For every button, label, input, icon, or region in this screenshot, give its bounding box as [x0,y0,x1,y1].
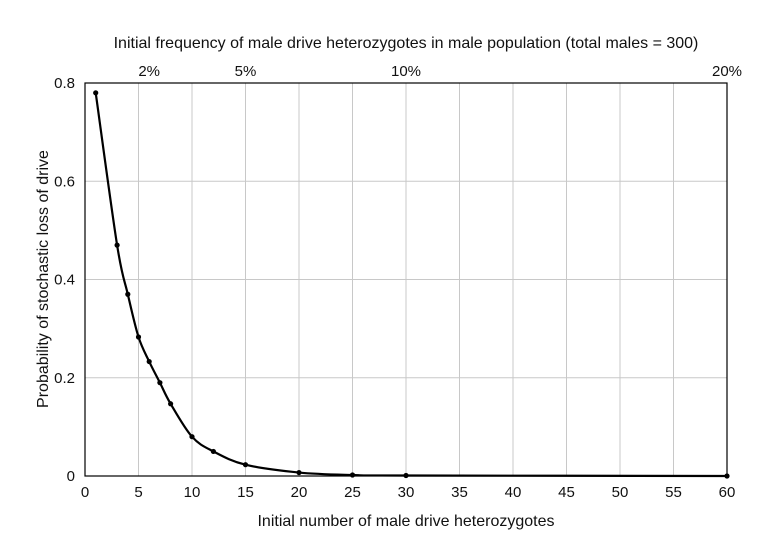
x-tick-label: 45 [558,484,575,501]
y-tick-label: 0.8 [54,75,75,92]
x-tick-label: 30 [398,484,415,501]
data-point [189,434,195,440]
y-tick-label: 0.6 [54,173,75,190]
plot-frame [84,82,728,477]
series-line [94,92,728,478]
y-tick-label: 0.2 [54,370,75,387]
x-tick-label: 5 [134,484,142,501]
top-tick-labels: 2% 5% 10% 20% [138,63,742,80]
data-point [157,380,163,386]
x-tick-label: 20 [291,484,308,501]
x-tick-label: 40 [505,484,522,501]
top-tick-label: 10% [391,63,421,80]
data-point [93,90,99,96]
x-axis-title: Initial number of male drive heterozygot… [257,513,554,530]
top-tick-label: 20% [712,63,742,80]
x-tick-label: 35 [451,484,468,501]
top-tick-label: 2% [138,63,160,80]
data-point [135,334,142,340]
x-tick-label: 10 [184,484,201,501]
top-axis-title: Initial frequency of male drive heterozy… [114,35,699,52]
y-tick-label: 0 [67,468,75,485]
data-point [210,448,216,455]
data-series [94,92,728,478]
x-tick-label: 55 [665,484,682,501]
x-tick-label: 0 [81,484,89,501]
y-axis-title: Probability of stochastic loss of drive [35,150,52,408]
y-tick-labels: 0 0.2 0.4 0.6 0.8 [54,75,75,485]
data-point [146,358,152,365]
data-point [168,401,174,407]
grid-lines [85,83,727,476]
x-tick-label: 50 [612,484,629,501]
data-point [242,462,249,468]
x-tick-label: 60 [719,484,736,501]
x-tick-labels: 0 5 10 15 20 25 30 35 40 45 50 55 60 [81,484,736,501]
x-tick-label: 25 [344,484,361,501]
data-points [93,90,730,479]
data-point [296,469,302,476]
data-point [349,472,356,478]
data-point [114,242,120,248]
data-point [125,291,131,297]
y-tick-label: 0.4 [54,272,75,289]
top-tick-label: 5% [235,63,257,80]
x-tick-label: 15 [237,484,254,501]
